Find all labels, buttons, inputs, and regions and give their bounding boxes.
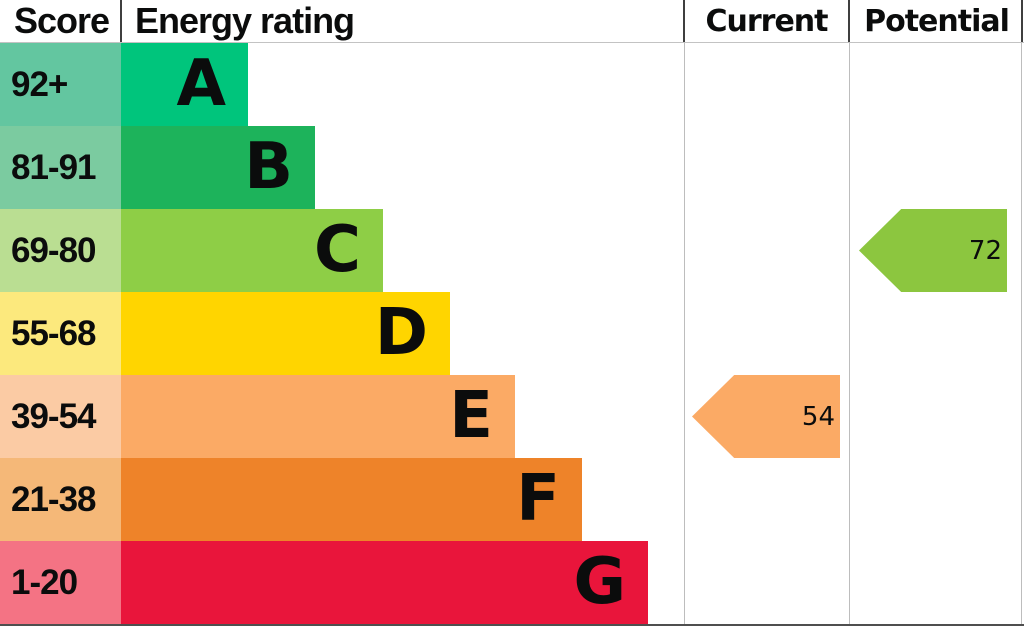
chart-header: Score Energy rating Current Potential xyxy=(0,0,1024,43)
band-letter-d: D xyxy=(374,296,428,370)
band-letter-f: F xyxy=(516,462,560,536)
band-letter-a: A xyxy=(176,47,226,121)
header-energy-rating: Energy rating xyxy=(135,0,355,41)
current-column-divider-header xyxy=(683,0,685,42)
header-score: Score xyxy=(14,0,110,41)
current-column-divider xyxy=(684,43,685,626)
band-row-g: 1-20 G xyxy=(0,541,684,624)
band-letter-b: B xyxy=(244,130,293,204)
score-column-divider xyxy=(120,0,122,42)
header-current: Current xyxy=(705,3,828,39)
score-range-b: 81-91 xyxy=(0,126,121,209)
score-range-c: 69-80 xyxy=(0,209,121,292)
band-bar-c: C xyxy=(121,209,383,292)
band-rows: 92+ A 81-91 B 69-80 C 55-68 D 39-54 E 21-38 F 1-20 G xyxy=(0,43,684,624)
band-row-a: 92+ A xyxy=(0,43,684,126)
band-bar-b: B xyxy=(121,126,315,209)
bottom-border xyxy=(0,624,1024,626)
band-row-d: 55-68 D xyxy=(0,292,684,375)
score-range-g: 1-20 xyxy=(0,541,121,624)
band-bar-g: G xyxy=(121,541,648,624)
band-row-e: 39-54 E xyxy=(0,375,684,458)
header-underline xyxy=(0,42,1024,43)
band-letter-g: G xyxy=(573,545,626,619)
potential-column-divider-header xyxy=(848,0,850,42)
potential-column-divider xyxy=(849,43,850,626)
band-row-b: 81-91 B xyxy=(0,126,684,209)
score-range-e: 39-54 xyxy=(0,375,121,458)
current-arrow: 54 xyxy=(692,375,840,458)
band-letter-c: C xyxy=(314,213,361,287)
band-row-c: 69-80 C xyxy=(0,209,684,292)
current-value: 54 xyxy=(801,401,835,432)
header-potential: Potential xyxy=(864,3,1010,39)
band-row-f: 21-38 F xyxy=(0,458,684,541)
potential-value: 72 xyxy=(968,235,1002,266)
right-edge-divider xyxy=(1021,43,1022,626)
score-range-a: 92+ xyxy=(0,43,121,126)
band-bar-e: E xyxy=(121,375,515,458)
band-bar-d: D xyxy=(121,292,450,375)
score-range-f: 21-38 xyxy=(0,458,121,541)
potential-arrow: 72 xyxy=(859,209,1007,292)
score-range-d: 55-68 xyxy=(0,292,121,375)
right-edge-divider-header xyxy=(1021,0,1023,42)
band-letter-e: E xyxy=(449,379,493,453)
band-bar-f: F xyxy=(121,458,582,541)
band-bar-a: A xyxy=(121,43,248,126)
